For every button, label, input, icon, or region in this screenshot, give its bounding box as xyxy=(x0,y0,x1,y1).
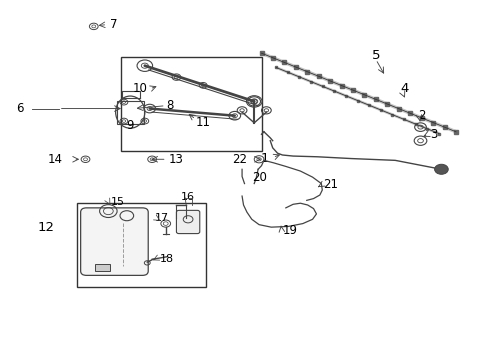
Text: 12: 12 xyxy=(38,221,55,234)
Text: 2: 2 xyxy=(418,109,425,122)
Text: 6: 6 xyxy=(16,102,23,115)
Bar xyxy=(120,57,261,152)
Bar xyxy=(77,203,205,287)
Text: 10: 10 xyxy=(132,82,147,95)
Bar xyxy=(95,264,110,271)
FancyBboxPatch shape xyxy=(81,208,148,275)
Text: 8: 8 xyxy=(166,99,174,112)
Text: 16: 16 xyxy=(181,192,195,202)
Text: 21: 21 xyxy=(323,178,338,191)
Text: 1: 1 xyxy=(260,152,268,165)
Bar xyxy=(116,101,143,123)
Text: 3: 3 xyxy=(429,128,437,141)
Text: 13: 13 xyxy=(169,153,183,166)
Text: 9: 9 xyxy=(125,119,133,132)
Text: 15: 15 xyxy=(111,197,124,207)
Text: 5: 5 xyxy=(371,49,380,62)
Text: 7: 7 xyxy=(110,18,118,31)
Text: 14: 14 xyxy=(47,153,62,166)
Text: 19: 19 xyxy=(282,224,297,237)
FancyBboxPatch shape xyxy=(176,210,200,234)
Text: 22: 22 xyxy=(231,153,246,166)
Text: 18: 18 xyxy=(159,253,173,264)
Text: 11: 11 xyxy=(196,116,210,129)
Text: 4: 4 xyxy=(399,82,407,95)
Text: 20: 20 xyxy=(251,171,266,184)
Text: 17: 17 xyxy=(154,212,168,222)
Circle shape xyxy=(434,164,447,174)
